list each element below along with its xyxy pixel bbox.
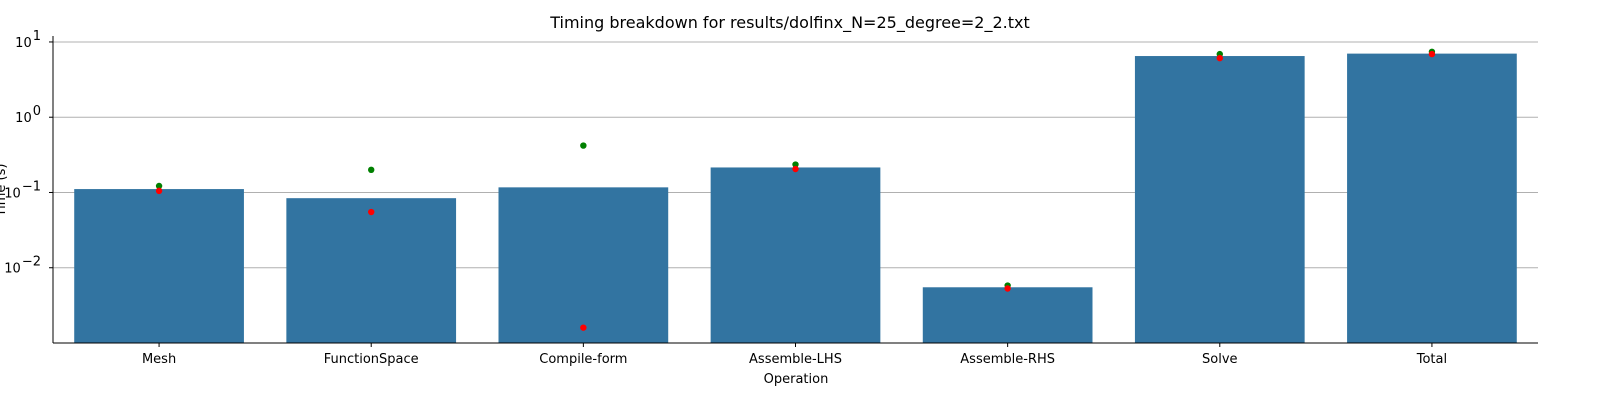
x-tick-labels: Mesh FunctionSpace Compile-form Assemble-LH… xyxy=(142,343,1447,367)
min-point xyxy=(1004,285,1010,291)
y-tick-exponent: 1 xyxy=(33,29,41,44)
y-tick-exponent: 0 xyxy=(33,104,41,119)
min-point xyxy=(792,166,798,172)
min-point xyxy=(156,188,162,194)
bar-compile-form xyxy=(499,187,669,343)
x-tick-label: Total xyxy=(1416,352,1447,367)
bars xyxy=(74,54,1517,343)
x-tick-label: Assemble-RHS xyxy=(960,352,1055,367)
min-point xyxy=(1217,55,1223,61)
y-tick-base: 10 xyxy=(15,111,32,126)
y-axis-label: Time (s) xyxy=(0,164,9,218)
max-point xyxy=(580,142,586,148)
x-tick-label: Compile-form xyxy=(539,352,627,367)
bar-assemble-lhs xyxy=(711,167,881,343)
y-tick-label: 10 xyxy=(4,262,21,277)
min-point xyxy=(580,324,586,330)
bar-assemble-rhs xyxy=(923,287,1093,343)
x-tick-label: Assemble-LHS xyxy=(749,352,842,367)
bar-mesh xyxy=(74,189,244,343)
x-tick-label: Solve xyxy=(1202,352,1238,367)
x-tick-label: Mesh xyxy=(142,352,176,367)
y-tick-label: 10 xyxy=(15,111,32,126)
x-tick-label: FunctionSpace xyxy=(324,352,419,367)
chart-title: Timing breakdown for results/dolfinx_N=2… xyxy=(549,13,1030,33)
max-point xyxy=(368,167,374,173)
bar-total xyxy=(1347,54,1517,343)
min-point xyxy=(368,209,374,215)
min-point xyxy=(1429,51,1435,57)
bar-solve xyxy=(1135,56,1305,343)
y-tick-exponent: −1 xyxy=(22,179,41,194)
y-tick-base: 10 xyxy=(15,36,32,51)
y-tick-exponent: −2 xyxy=(22,255,41,270)
x-axis-label: Operation xyxy=(764,372,829,387)
y-tick-label: 10 xyxy=(15,36,32,51)
y-tick-base: 10 xyxy=(4,262,21,277)
bar-functionspace xyxy=(286,198,456,343)
